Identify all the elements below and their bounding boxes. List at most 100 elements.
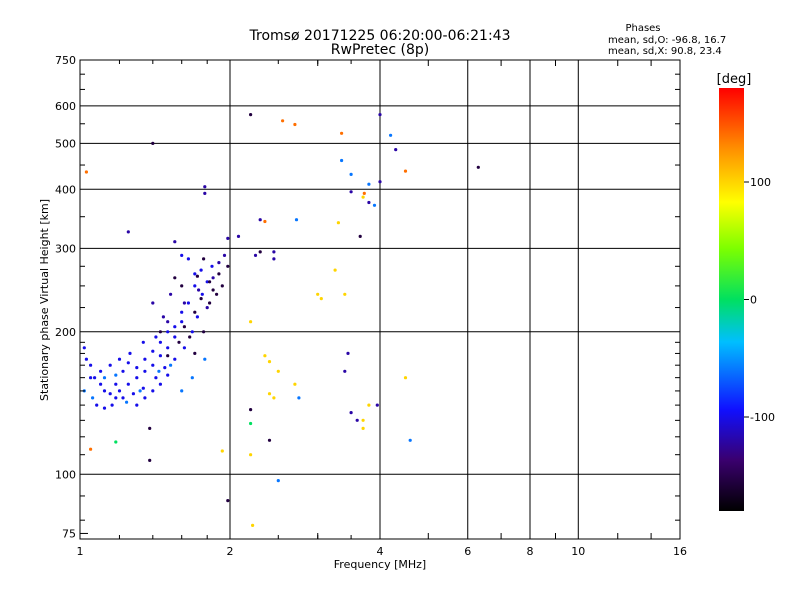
data-point [158,330,162,334]
data-point [154,376,158,380]
colorbar-ticks: 100 0 -100 [744,176,775,424]
data-point [166,346,170,350]
data-point [161,315,165,319]
data-point [128,351,132,355]
data-point [222,253,227,257]
data-point [89,376,93,380]
data-point [102,376,107,380]
data-point [110,403,114,407]
data-point [272,250,276,254]
data-point [293,382,297,386]
data-point [173,325,177,329]
data-point [211,288,215,292]
data-point [190,376,194,380]
data-point [217,272,221,276]
colorbar-tick-label: -100 [750,411,775,424]
data-point [349,190,353,194]
data-point [102,389,107,393]
data-point [272,396,276,400]
data-point [217,261,221,265]
data-point [163,366,167,370]
data-point [372,203,377,207]
data-point [177,340,181,344]
data-point [249,320,253,324]
data-points [82,113,480,528]
x-axis-ticks: 1 2 4 6 8 10 16 [77,60,687,558]
data-point [215,292,219,296]
data-point [476,165,480,169]
y-tick-label: 75 [62,527,76,540]
x-tick-label: 6 [464,545,471,558]
data-point [403,169,408,173]
data-point [169,363,173,367]
data-point [102,406,107,410]
data-point [121,369,125,373]
data-point [180,310,184,314]
data-point [249,113,253,117]
data-point [361,418,365,422]
grid-lines [80,60,680,539]
data-point [126,230,130,234]
data-point [367,182,371,186]
data-point [151,363,155,367]
data-point [205,306,209,310]
data-point [355,418,359,422]
data-point [226,236,230,240]
data-point [316,292,320,296]
data-point [84,170,88,174]
data-point [108,363,112,367]
data-point [93,376,97,380]
data-point [220,449,224,453]
data-point [188,335,192,339]
data-point [394,148,398,152]
data-point [157,369,161,373]
data-point [195,274,199,278]
data-point [95,403,99,407]
data-point [263,354,267,358]
colorbar-label: [deg] [717,72,752,87]
x-tick-label: 2 [227,545,234,558]
data-point [135,376,139,380]
y-tick-label: 500 [55,137,76,150]
data-point [131,392,135,396]
data-point [117,389,122,393]
data-point [148,458,152,462]
data-point [294,218,299,222]
x-tick-label: 10 [571,545,585,558]
data-point [253,253,258,257]
colorbar [719,88,744,511]
data-point [208,280,212,284]
data-point [114,396,118,400]
data-point [249,408,253,412]
data-point [193,272,197,276]
x-tick-label: 8 [527,545,534,558]
data-point [200,292,204,296]
colorbar-tick-label: 100 [750,176,771,189]
data-point [378,180,382,184]
data-point [126,361,130,365]
x-axis-label: Frequency [MHz] [334,558,426,571]
data-point [186,257,190,261]
data-point [143,357,147,361]
data-point [99,369,103,373]
data-point [173,335,177,339]
data-point [319,297,323,301]
data-point [267,392,272,396]
data-point [276,369,280,373]
data-point [349,411,353,415]
data-point [114,440,118,444]
chart-title: Tromsø 20171225 06:20:00-06:21:43 [249,28,511,44]
data-point [249,453,253,457]
data-point [408,438,412,442]
data-point [186,301,190,305]
data-point [89,447,93,451]
data-point [82,346,86,350]
y-tick-label: 300 [55,242,76,255]
data-point [236,234,241,238]
data-point [91,396,95,400]
x-tick-label: 16 [673,545,687,558]
data-point [193,284,197,288]
data-point [367,200,371,205]
y-tick-label: 100 [55,468,76,481]
